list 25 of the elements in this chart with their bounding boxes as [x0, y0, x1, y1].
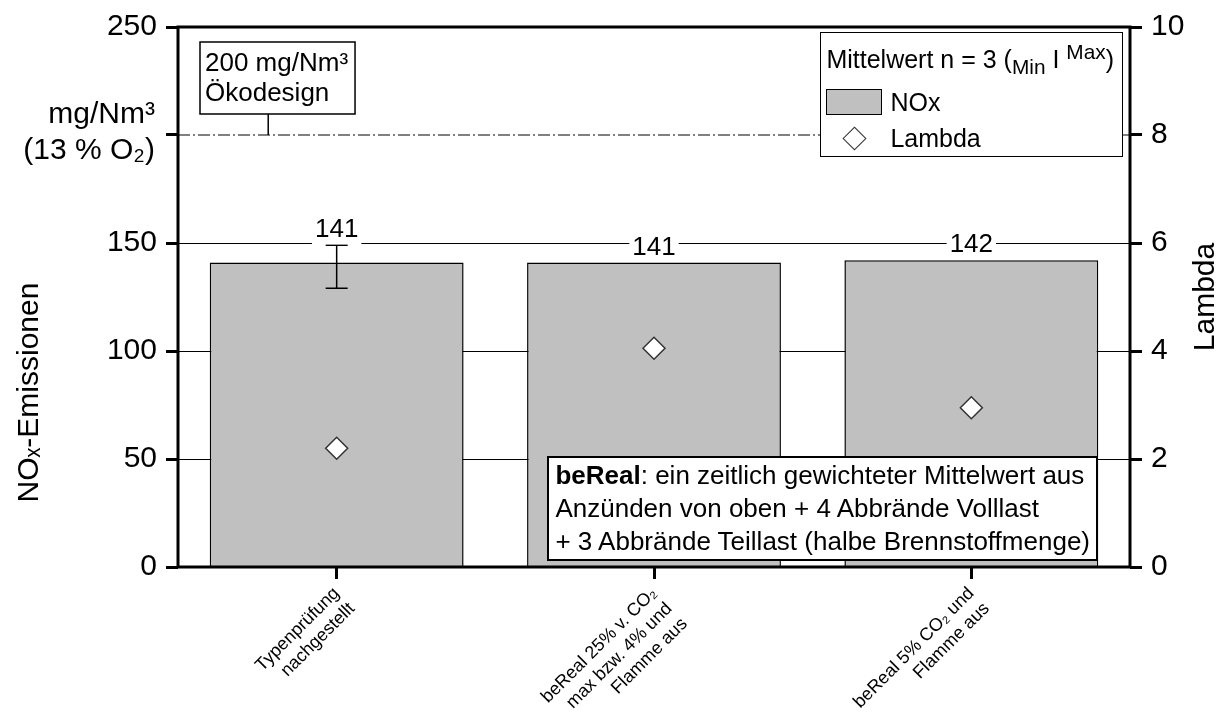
point: [324, 436, 349, 460]
y-tick-label: 100: [106, 332, 157, 366]
text: mg/Nm³ (13 % O₂): [23, 96, 155, 165]
y2-tick-label: 8: [1151, 116, 1168, 150]
point: [642, 336, 666, 361]
legend-label: Lambda: [890, 123, 981, 155]
data-label: 142: [949, 228, 994, 259]
y2-tick-label: 0: [1151, 548, 1168, 582]
legend-label: NOx: [890, 87, 941, 119]
y-tick-label: 150: [106, 224, 157, 258]
y-tick-label: 50: [123, 440, 157, 474]
y2-tick-label: 10: [1151, 8, 1185, 42]
annotation: beReal: ein zeitlich gewichteter Mittelwert aus Anzünden von oben + 4 Abbrände Volllast + 3 Abbrände Teillast (halbe Brennstoffmenge): [555, 460, 1090, 556]
point: [959, 395, 984, 420]
y-tick-label: 0: [140, 548, 157, 582]
y2-tick-label: 2: [1151, 440, 1168, 474]
data-label: 141: [632, 230, 676, 261]
legend-title: Mittelwert n = 3 ($_{Min}$ I $^{Max}$): [826, 39, 1114, 81]
ref-line-label: 200 mg/Nm³ Ökodesign: [205, 47, 349, 108]
y2-tick-label: 6: [1151, 224, 1168, 258]
y2-tick-label: 4: [1151, 332, 1168, 366]
y-tick-label: 250: [106, 8, 157, 42]
y2-axis-title: Lambda: [1187, 242, 1221, 352]
y-axis-title: NOₓ-Emissionen: [11, 282, 45, 503]
data-label: 141: [314, 213, 359, 244]
